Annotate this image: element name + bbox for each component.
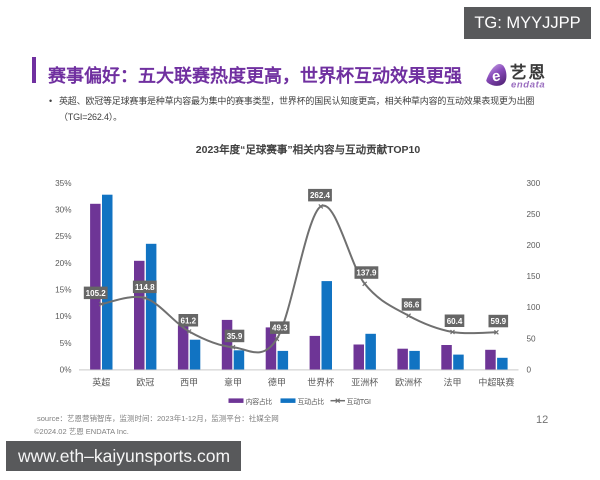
svg-text:互动TGI: 互动TGI (347, 397, 372, 406)
svg-text:0: 0 (527, 365, 532, 374)
svg-text:35%: 35% (55, 179, 71, 188)
svg-text:49.3: 49.3 (272, 324, 288, 333)
svg-text:英超: 英超 (92, 376, 110, 387)
svg-text:德甲: 德甲 (268, 376, 286, 387)
svg-text:35.9: 35.9 (227, 332, 243, 341)
svg-text:意甲: 意甲 (224, 376, 242, 387)
svg-text:20%: 20% (55, 259, 71, 268)
svg-text:5%: 5% (60, 339, 72, 348)
svg-text:欧洲杯: 欧洲杯 (395, 376, 422, 387)
svg-text:中超联赛: 中超联赛 (478, 376, 514, 387)
svg-text:50: 50 (527, 334, 537, 343)
svg-text:世界杯: 世界杯 (307, 376, 334, 387)
svg-text:250: 250 (527, 210, 541, 219)
svg-text:137.9: 137.9 (356, 269, 377, 278)
svg-text:欧冠: 欧冠 (136, 376, 154, 387)
svg-text:60.4: 60.4 (447, 317, 463, 326)
svg-text:艺恩: 艺恩 (510, 62, 547, 82)
svg-text:e: e (491, 67, 502, 85)
svg-text:内容占比: 内容占比 (246, 397, 273, 406)
svg-text:200: 200 (527, 241, 541, 250)
svg-text:10%: 10% (55, 312, 71, 321)
svg-text:25%: 25% (55, 232, 71, 241)
svg-text:105.2: 105.2 (86, 289, 107, 298)
svg-text:150: 150 (527, 272, 541, 281)
svg-text:15%: 15% (55, 286, 71, 295)
svg-text:114.8: 114.8 (135, 283, 155, 292)
svg-text:亚洲杯: 亚洲杯 (351, 376, 378, 387)
svg-text:100: 100 (527, 303, 541, 312)
svg-text:endata: endata (511, 80, 545, 91)
svg-text:86.6: 86.6 (404, 301, 420, 310)
svg-text:262.4: 262.4 (310, 191, 331, 200)
svg-text:法甲: 法甲 (443, 376, 461, 387)
svg-text:30%: 30% (55, 206, 71, 215)
svg-text:西甲: 西甲 (180, 377, 198, 387)
svg-text:61.2: 61.2 (181, 316, 197, 325)
svg-text:300: 300 (527, 179, 541, 188)
svg-text:59.9: 59.9 (491, 317, 507, 326)
svg-text:0%: 0% (60, 365, 72, 374)
svg-text:互动占比: 互动占比 (298, 397, 325, 406)
